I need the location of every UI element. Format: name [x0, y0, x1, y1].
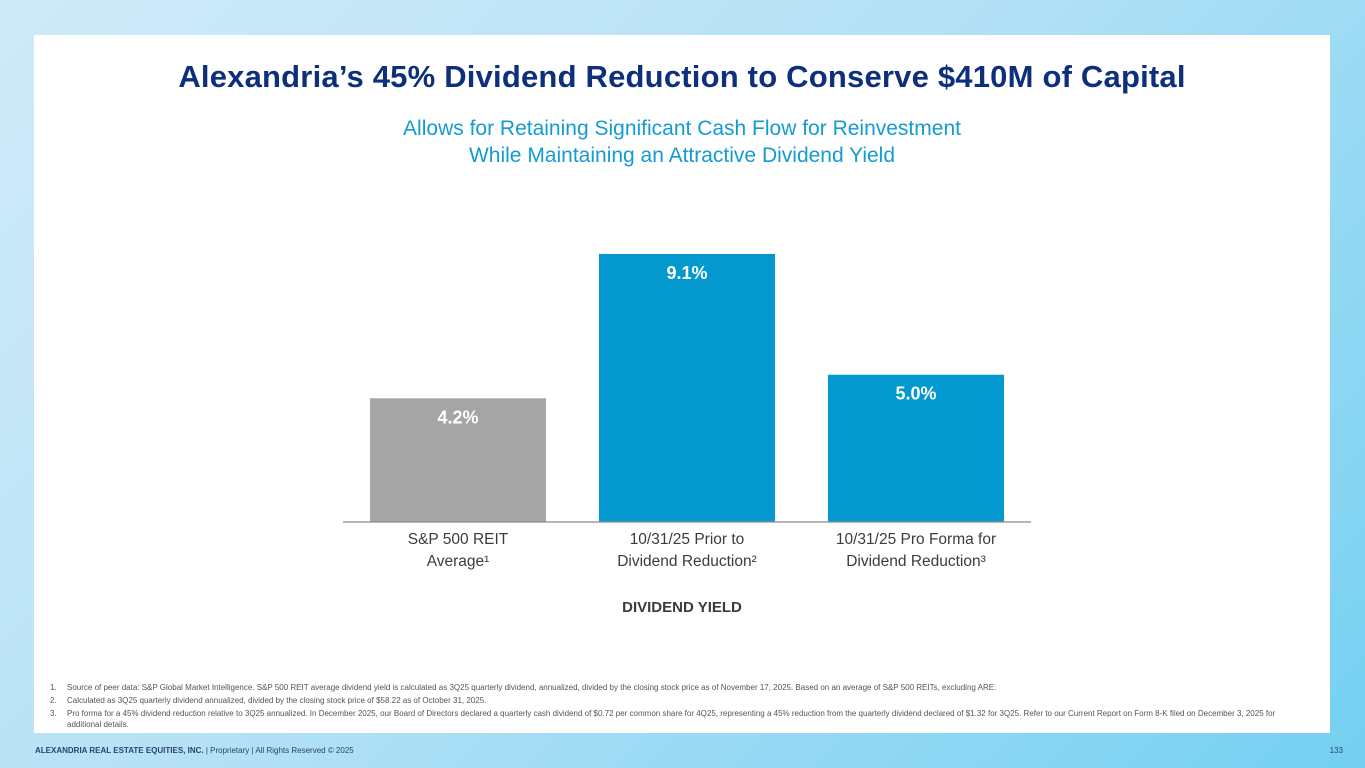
bar-value-label-1: 4.2% — [437, 407, 478, 427]
category-label-1-line-1: S&P 500 REIT — [408, 531, 509, 548]
category-label-3-line-1: 10/31/25 Pro Forma for — [836, 531, 996, 548]
footnote-text: Pro forma for a 45% dividend reduction r… — [67, 709, 1276, 729]
footnote-3: 3. Pro forma for a 45% dividend reduction… — [50, 708, 1300, 730]
page-number: 133 — [1329, 746, 1343, 755]
bar-1 — [370, 398, 546, 522]
bar-value-label-3: 5.0% — [895, 384, 936, 404]
category-label-3-line-2: Dividend Reduction³ — [846, 553, 986, 570]
bar-3 — [828, 374, 1004, 522]
footnotes: 1. Source of peer data: S&P Global Market… — [50, 682, 1300, 732]
footnote-number: 2. — [50, 696, 57, 705]
bars-layer: 4.2% 9.1% 5.0% — [370, 254, 1004, 522]
slide-subtitle: Allows for Retaining Significant Cash Fl… — [34, 115, 1330, 169]
subtitle-line-1: Allows for Retaining Significant Cash Fl… — [403, 117, 961, 140]
subtitle-line-2: While Maintaining an Attractive Dividend… — [468, 144, 896, 167]
bar-value-label-2: 9.1% — [666, 263, 707, 283]
category-label-2-line-1: 10/31/25 Prior to — [630, 531, 745, 548]
footer-company: ALEXANDRIA REAL ESTATE EQUITIES, INC. — [35, 746, 204, 755]
bar-2 — [599, 254, 775, 522]
footnote-2: 2. Calculated as 3Q25 quarterly dividend … — [50, 695, 1300, 706]
dividend-yield-chart: 4.2% 9.1% 5.0% S&P 500 REIT Average¹ 10/31/2… — [343, 254, 1031, 616]
slide-title: Alexandria’s 45% Dividend Reduction to C… — [178, 59, 1186, 94]
footnote-text: Calculated as 3Q25 quarterly dividend an… — [67, 696, 487, 705]
footnote-number: 3. — [50, 709, 57, 718]
footnote-number: 1. — [50, 683, 57, 692]
footnote-text: Source of peer data: S&P Global Market I… — [67, 683, 997, 692]
category-label-2-line-2: Dividend Reduction² — [617, 553, 757, 570]
footer-text: ALEXANDRIA REAL ESTATE EQUITIES, INC. | … — [35, 746, 354, 755]
slide-card: Alexandria’s 45% Dividend Reduction to C… — [34, 35, 1330, 733]
footer-rights: | Proprietary | All Rights Reserved © 20… — [203, 746, 354, 755]
tick-labels-layer: S&P 500 REIT Average¹ 10/31/25 Prior to Div… — [408, 531, 996, 570]
category-label-1-line-2: Average¹ — [427, 553, 490, 570]
footnote-1: 1. Source of peer data: S&P Global Market… — [50, 682, 1300, 693]
x-axis-label: DIVIDEND YIELD — [622, 599, 742, 616]
